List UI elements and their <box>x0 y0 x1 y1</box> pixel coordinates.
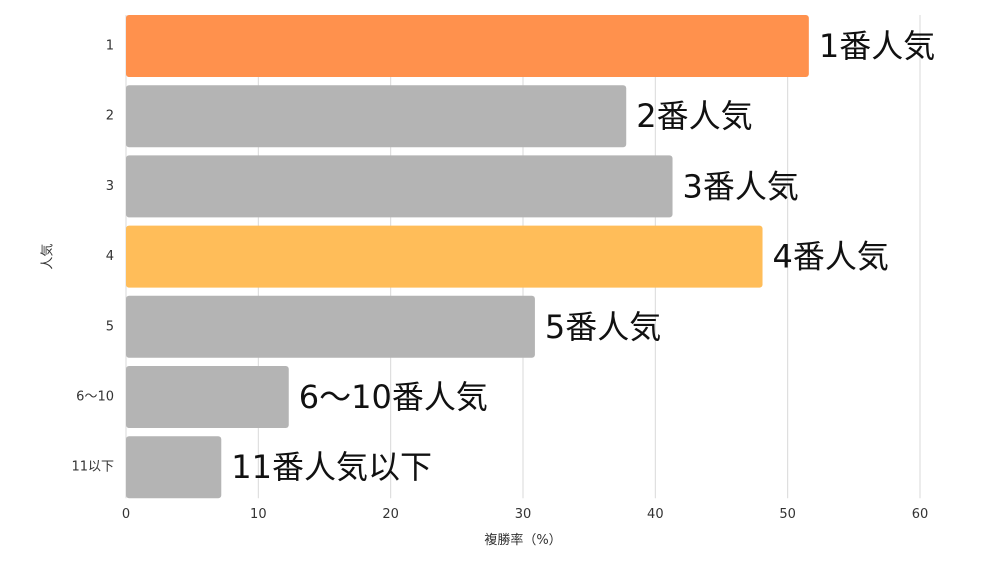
y-axis-title: 人気 <box>40 244 56 270</box>
bar <box>126 436 221 498</box>
y-tick-label: 4 <box>106 249 114 264</box>
x-tick-label: 0 <box>122 507 130 522</box>
bar-data-label: 4番人気 <box>773 238 889 276</box>
bar-data-label: 2番人気 <box>636 97 752 135</box>
y-tick-label: 6〜10 <box>76 390 114 405</box>
bar <box>126 15 809 77</box>
x-tick-label: 30 <box>515 507 532 522</box>
bars <box>126 15 809 498</box>
x-axis-tick-labels: 0 10 20 30 40 50 60 <box>122 507 928 522</box>
y-tick-label: 11以下 <box>71 460 114 475</box>
x-tick-label: 20 <box>382 507 399 522</box>
y-tick-label: 1 <box>106 39 114 54</box>
y-axis-tick-labels: 1 2 3 4 5 6〜10 11以下 <box>71 39 114 475</box>
x-tick-label: 60 <box>912 507 929 522</box>
bar <box>126 226 763 288</box>
y-tick-label: 2 <box>106 109 114 124</box>
y-tick-label: 5 <box>106 319 114 334</box>
bar-data-label: 11番人気以下 <box>231 448 432 486</box>
x-tick-label: 40 <box>647 507 664 522</box>
bar-data-label: 6〜10番人気 <box>299 378 488 416</box>
x-tick-label: 10 <box>250 507 267 522</box>
bar <box>126 85 626 147</box>
bar <box>126 155 673 217</box>
y-tick-label: 3 <box>106 179 114 194</box>
bar-data-label: 3番人気 <box>683 167 799 205</box>
bar <box>126 296 535 358</box>
bar-data-label: 5番人気 <box>545 308 661 346</box>
bar-data-label: 1番人気 <box>819 27 935 65</box>
bar <box>126 366 289 428</box>
x-axis-title: 複勝率（%） <box>484 532 561 548</box>
x-tick-label: 50 <box>779 507 796 522</box>
